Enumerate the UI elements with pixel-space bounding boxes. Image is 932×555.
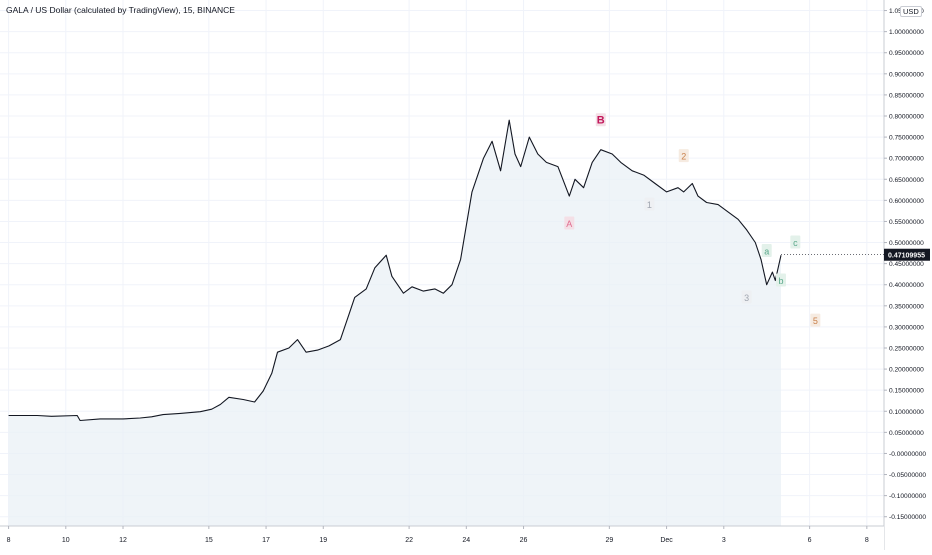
y-tick-label: 0.25000000 [889,345,924,352]
x-tick-label: 3 [722,537,726,544]
last-price-label: 0.47109955 [888,252,925,259]
x-tick-label: 19 [319,537,327,544]
wave-label-text: a [764,246,769,256]
x-tick-label: 12 [119,537,127,544]
y-tick-label: -0.15000000 [889,514,926,521]
y-tick-label: -0.05000000 [889,472,926,479]
wave-label-bg [564,216,575,230]
x-tick-label: 10 [62,537,70,544]
y-tick-label: 0.40000000 [889,282,924,289]
y-tick-label: -0.10000000 [889,493,926,500]
wave-label-text: c [793,238,798,248]
wave-label-bg [790,235,801,249]
wave-label-text: A [566,219,572,229]
x-tick-label: 8 [865,537,869,544]
time-axis-bg [0,526,884,550]
wave-label-a[interactable]: a [761,243,772,257]
y-tick-label: 0.95000000 [889,50,924,57]
x-tick-label: 29 [605,537,613,544]
x-tick-label: 17 [262,537,270,544]
wave-label-bg [678,149,689,163]
y-tick-label: 0.80000000 [889,113,924,120]
last-price-tag [884,248,930,261]
wave-label-bg [761,243,772,257]
wave-label-bg [776,273,787,287]
wave-label-text: 1 [647,200,652,210]
wave-label-b[interactable]: b [776,273,787,287]
wave-label-3[interactable]: 3 [741,290,752,304]
y-tick-label: 0.50000000 [889,240,924,247]
x-tick-label: 15 [205,537,213,544]
y-tick-label: -0.00000000 [889,451,926,458]
x-tick-label: 8 [7,537,11,544]
x-tick-label: Dec [660,537,673,544]
y-tick-label: 0.70000000 [889,156,924,163]
wave-label-bg [595,113,606,127]
x-tick-label: 6 [808,537,812,544]
wave-label-c[interactable]: c [790,235,801,249]
y-tick-label: 0.15000000 [889,388,924,395]
y-tick-label: 0.90000000 [889,71,924,78]
x-tick-label: 26 [520,537,528,544]
y-tick-label: 0.60000000 [889,198,924,205]
wave-label-2[interactable]: 2 [678,149,689,163]
wave-label-text: 5 [813,316,818,326]
wave-label-bg [741,290,752,304]
y-tick-label: 0.30000000 [889,324,924,331]
y-tick-label: 0.10000000 [889,409,924,416]
wave-label-text: 2 [681,152,686,162]
series-area [8,120,782,526]
wave-label-text: B [597,115,605,127]
wave-label-5[interactable]: 5 [810,313,821,327]
wave-label-A[interactable]: A [564,216,575,230]
y-tick-label: 0.55000000 [889,219,924,226]
currency-badge[interactable]: USD [900,6,922,17]
y-tick-label: 0.45000000 [889,261,924,268]
y-tick-label: 0.05000000 [889,430,924,437]
y-tick-label: 1.00000000 [889,29,924,36]
x-tick-label: 22 [405,537,413,544]
wave-label-text: 3 [744,293,749,303]
x-tick-label: 24 [462,537,470,544]
wave-label-bg [644,197,655,211]
series-line [8,119,782,422]
y-tick-label: 0.20000000 [889,367,924,374]
y-tick-label: 0.65000000 [889,177,924,184]
price-axis-bg [884,0,932,550]
y-tick-label: 0.35000000 [889,303,924,310]
wave-label-1[interactable]: 1 [644,197,655,211]
y-tick-label: 0.75000000 [889,135,924,142]
wave-label-text: b [779,276,784,286]
wave-label-bg [810,313,821,327]
chart-title: GALA / US Dollar (calculated by TradingV… [6,5,235,15]
y-tick-label: 0.85000000 [889,92,924,99]
wave-label-B[interactable]: B [595,113,606,127]
